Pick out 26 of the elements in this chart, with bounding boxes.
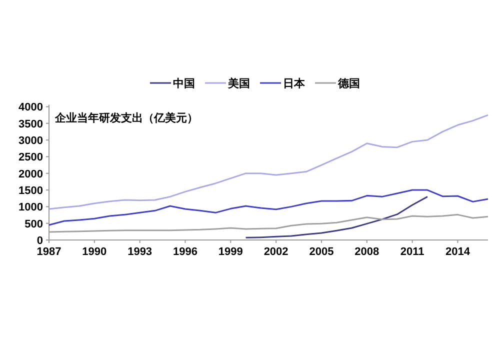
x-tick-label: 1993: [128, 246, 152, 258]
x-tick-label: 1987: [36, 246, 62, 258]
y-tick-label: 4000: [18, 102, 43, 114]
x-tick-label: 2014: [445, 246, 471, 258]
legend-label: 德国: [337, 77, 360, 90]
y-tick-label: 0: [36, 235, 43, 247]
x-tick-label: 1990: [82, 246, 107, 258]
x-tick-label: 1999: [218, 246, 243, 258]
line-series: [48, 189, 489, 226]
y-tick-label: 500: [24, 218, 43, 230]
x-tick-label: 1996: [173, 246, 198, 258]
line-series: [245, 196, 428, 238]
y-tick-label: 3000: [18, 135, 43, 148]
y-tick-label: 2500: [18, 152, 43, 164]
annotation: 企业当年研发支出（亿美元）: [54, 112, 198, 125]
x-tick-label: 2008: [354, 246, 380, 258]
y-tick-label: 2000: [18, 168, 43, 180]
x-tick-label: 2011: [400, 246, 424, 258]
y-tick-label: 3500: [18, 118, 43, 130]
legend-label: 中国: [173, 77, 195, 90]
legend-label: 日本: [283, 77, 306, 90]
x-tick-label: 2005: [309, 246, 334, 258]
x-tick-label: 2002: [264, 246, 288, 258]
y-tick-label: 1500: [18, 185, 43, 198]
legend-label: 美国: [227, 77, 250, 90]
y-tick-label: 1000: [18, 202, 43, 214]
